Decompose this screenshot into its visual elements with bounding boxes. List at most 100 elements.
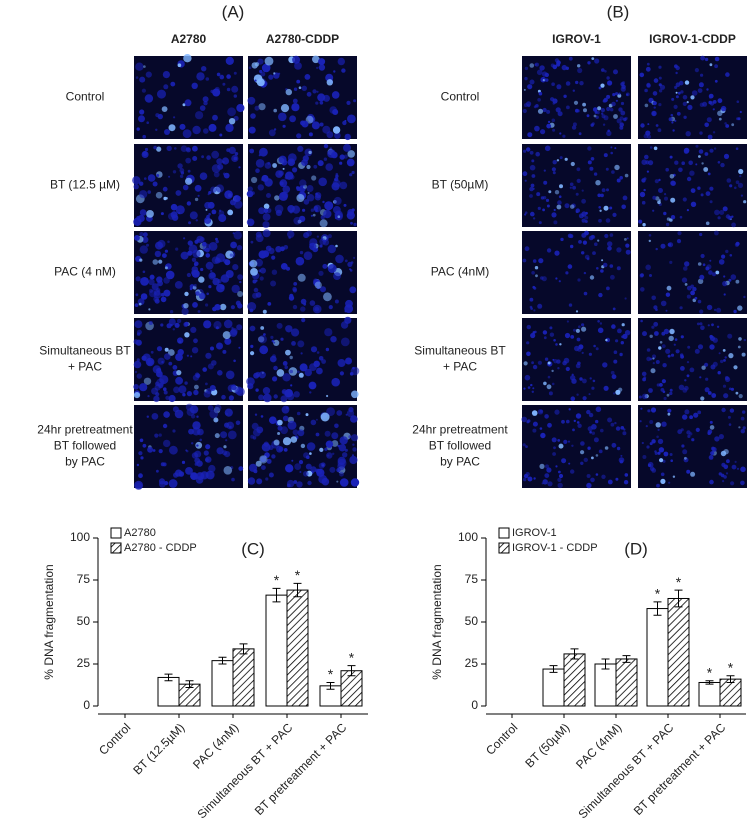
nucleus bbox=[589, 166, 594, 171]
nucleus bbox=[197, 310, 201, 313]
nucleus bbox=[318, 270, 324, 276]
nucleus bbox=[266, 458, 272, 464]
nucleus bbox=[556, 159, 560, 162]
nucleus bbox=[180, 251, 189, 260]
nucleus bbox=[322, 125, 331, 134]
nucleus bbox=[546, 248, 552, 253]
nucleus bbox=[191, 257, 197, 262]
nucleus bbox=[289, 355, 293, 360]
nucleus bbox=[163, 289, 171, 297]
nucleus bbox=[722, 281, 728, 287]
nucleus bbox=[605, 218, 611, 223]
nucleus bbox=[247, 186, 253, 192]
nucleus bbox=[257, 58, 264, 65]
nucleus bbox=[305, 413, 309, 417]
nucleus bbox=[572, 122, 577, 127]
micrograph bbox=[522, 231, 631, 314]
nucleus bbox=[563, 94, 567, 99]
nucleus bbox=[282, 390, 286, 394]
nucleus bbox=[720, 105, 727, 112]
nucleus bbox=[142, 270, 146, 274]
nucleus bbox=[622, 195, 628, 201]
nucleus bbox=[685, 131, 691, 137]
nucleus bbox=[694, 348, 700, 354]
nucleus bbox=[597, 193, 601, 198]
nucleus bbox=[558, 443, 564, 449]
nucleus bbox=[261, 465, 266, 470]
error-bar bbox=[185, 680, 194, 689]
nucleus bbox=[558, 473, 564, 479]
nucleus bbox=[708, 100, 712, 105]
nucleus bbox=[600, 108, 606, 113]
nucleus bbox=[593, 344, 596, 348]
nucleus bbox=[602, 98, 607, 103]
nucleus bbox=[704, 122, 709, 128]
nucleus bbox=[565, 271, 569, 275]
nucleus bbox=[718, 259, 725, 265]
nucleus bbox=[280, 104, 290, 113]
nucleus bbox=[308, 381, 317, 390]
nucleus bbox=[153, 395, 160, 403]
nucleus bbox=[226, 74, 231, 79]
nucleus bbox=[739, 110, 742, 114]
nucleus bbox=[571, 125, 577, 130]
nucleus bbox=[215, 237, 218, 241]
nucleus bbox=[697, 344, 704, 350]
nucleus bbox=[181, 307, 189, 315]
nucleus bbox=[181, 460, 186, 464]
nucleus bbox=[652, 101, 657, 106]
nucleus bbox=[250, 240, 254, 244]
nucleus bbox=[670, 113, 674, 117]
nucleus bbox=[161, 106, 168, 112]
nucleus bbox=[639, 273, 644, 278]
nucleus bbox=[606, 188, 609, 192]
nucleus bbox=[659, 341, 663, 344]
nucleus bbox=[522, 258, 527, 263]
y-tick-label: 0 bbox=[471, 698, 478, 712]
nucleus bbox=[144, 147, 149, 152]
nucleus bbox=[257, 184, 264, 191]
nucleus bbox=[163, 439, 171, 448]
nucleus bbox=[172, 170, 177, 174]
nucleus bbox=[324, 328, 333, 337]
nucleus bbox=[576, 109, 580, 113]
nucleus bbox=[717, 161, 721, 164]
nucleus bbox=[740, 416, 745, 421]
nucleus bbox=[301, 85, 307, 92]
nucleus bbox=[548, 391, 553, 396]
nucleus bbox=[578, 240, 582, 244]
nucleus bbox=[724, 376, 729, 380]
row-label: by PAC bbox=[65, 455, 105, 469]
nucleus bbox=[654, 331, 659, 336]
row-label: BT (12.5 µM) bbox=[50, 178, 120, 192]
nucleus bbox=[735, 241, 740, 246]
nucleus bbox=[237, 291, 244, 297]
nucleus bbox=[591, 386, 595, 390]
nucleus bbox=[580, 450, 585, 455]
nucleus bbox=[567, 440, 571, 443]
nucleus bbox=[151, 283, 159, 291]
nucleus bbox=[740, 429, 745, 434]
nucleus bbox=[282, 185, 291, 194]
nucleus bbox=[656, 483, 660, 488]
nucleus bbox=[352, 447, 357, 452]
nucleus bbox=[293, 216, 302, 225]
nucleus bbox=[666, 393, 670, 397]
nucleus bbox=[183, 303, 189, 309]
nucleus bbox=[698, 82, 704, 88]
nucleus bbox=[600, 269, 604, 273]
nucleus bbox=[263, 393, 272, 403]
column-header: A2780 bbox=[171, 32, 207, 46]
nucleus bbox=[270, 355, 277, 363]
nucleus bbox=[168, 175, 171, 178]
nucleus bbox=[155, 113, 160, 118]
nucleus bbox=[282, 124, 286, 128]
nucleus bbox=[156, 469, 159, 473]
nucleus bbox=[296, 133, 302, 139]
nucleus bbox=[722, 480, 725, 483]
nucleus bbox=[572, 89, 575, 92]
nucleus bbox=[289, 293, 294, 298]
nucleus bbox=[586, 114, 590, 118]
nucleus bbox=[282, 437, 292, 446]
nucleus bbox=[558, 470, 561, 474]
